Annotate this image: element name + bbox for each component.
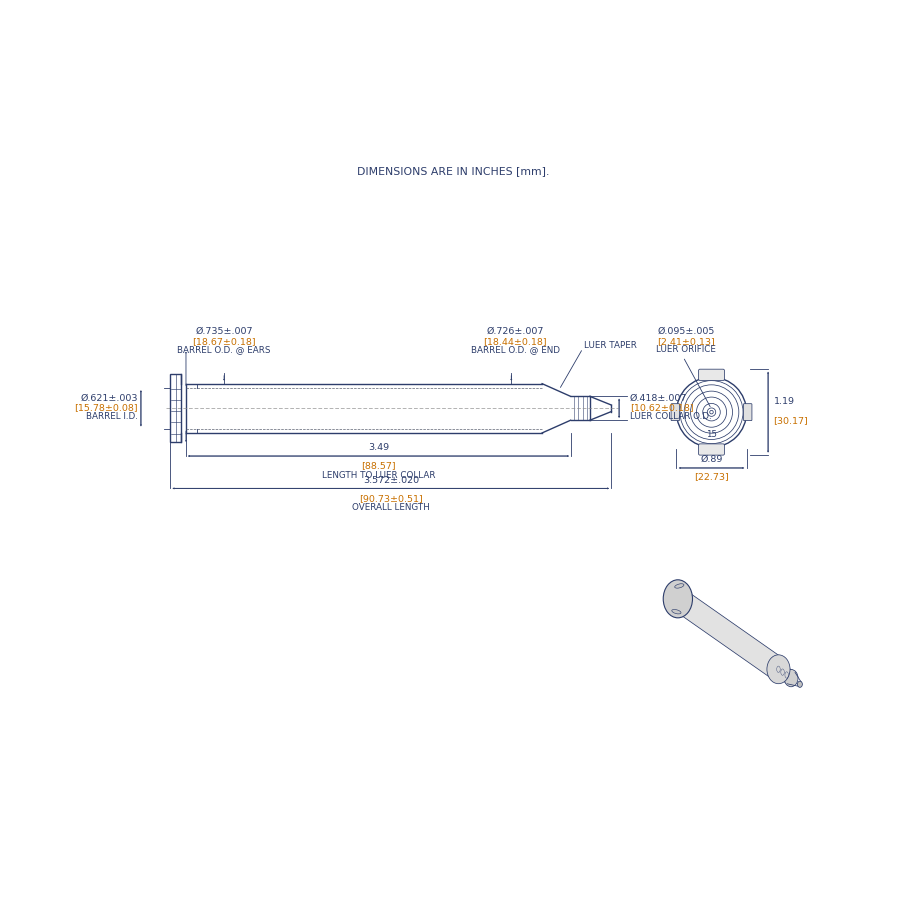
FancyBboxPatch shape <box>743 404 752 420</box>
FancyBboxPatch shape <box>671 404 680 420</box>
Text: Ø.095±.005: Ø.095±.005 <box>657 327 715 336</box>
Text: Ø.726±.007: Ø.726±.007 <box>487 327 544 336</box>
Text: 3.572±.020: 3.572±.020 <box>363 475 419 484</box>
Ellipse shape <box>671 609 681 614</box>
Text: Ø.418±.007: Ø.418±.007 <box>630 394 688 403</box>
Text: [18.44±0.18]: [18.44±0.18] <box>483 337 547 346</box>
Text: [15.78±0.08]: [15.78±0.08] <box>74 403 138 412</box>
Bar <box>170 374 182 442</box>
Text: BARREL O.D. @ EARS: BARREL O.D. @ EARS <box>177 346 271 355</box>
Text: [88.57]: [88.57] <box>362 462 396 471</box>
Text: [90.73±0.51]: [90.73±0.51] <box>359 494 423 503</box>
Text: [30.17]: [30.17] <box>773 416 808 425</box>
Text: [22.73]: [22.73] <box>694 472 729 482</box>
Text: LUER TAPER: LUER TAPER <box>584 341 637 350</box>
Text: [18.67±0.18]: [18.67±0.18] <box>193 337 256 346</box>
Ellipse shape <box>784 670 798 687</box>
Text: LENGTH TO LUER COLLAR: LENGTH TO LUER COLLAR <box>322 471 436 480</box>
Ellipse shape <box>767 655 790 684</box>
Text: DIMENSIONS ARE IN INCHES [mm].: DIMENSIONS ARE IN INCHES [mm]. <box>357 166 550 176</box>
Text: OVERALL LENGTH: OVERALL LENGTH <box>352 503 429 512</box>
FancyBboxPatch shape <box>698 444 724 455</box>
Ellipse shape <box>663 580 692 617</box>
Text: 1.19: 1.19 <box>773 397 795 406</box>
Text: 3.49: 3.49 <box>368 443 390 452</box>
Text: [2.41±0.13]: [2.41±0.13] <box>657 337 715 346</box>
Polygon shape <box>674 591 785 679</box>
Ellipse shape <box>675 584 684 588</box>
Text: Ø.735±.007: Ø.735±.007 <box>195 327 253 336</box>
Text: Ø.621±.003: Ø.621±.003 <box>80 394 138 403</box>
Text: BARREL I.D.: BARREL I.D. <box>86 411 138 420</box>
Text: [10.62±0.18]: [10.62±0.18] <box>630 403 694 412</box>
Text: Ø.89: Ø.89 <box>700 455 723 464</box>
Text: LUER ORIFICE: LUER ORIFICE <box>656 346 716 355</box>
Text: BARREL O.D. @ END: BARREL O.D. @ END <box>471 346 560 355</box>
Text: 15: 15 <box>706 430 717 439</box>
Ellipse shape <box>797 681 803 688</box>
FancyBboxPatch shape <box>698 369 724 381</box>
Text: LUER COLLAR O.D.: LUER COLLAR O.D. <box>630 411 712 420</box>
